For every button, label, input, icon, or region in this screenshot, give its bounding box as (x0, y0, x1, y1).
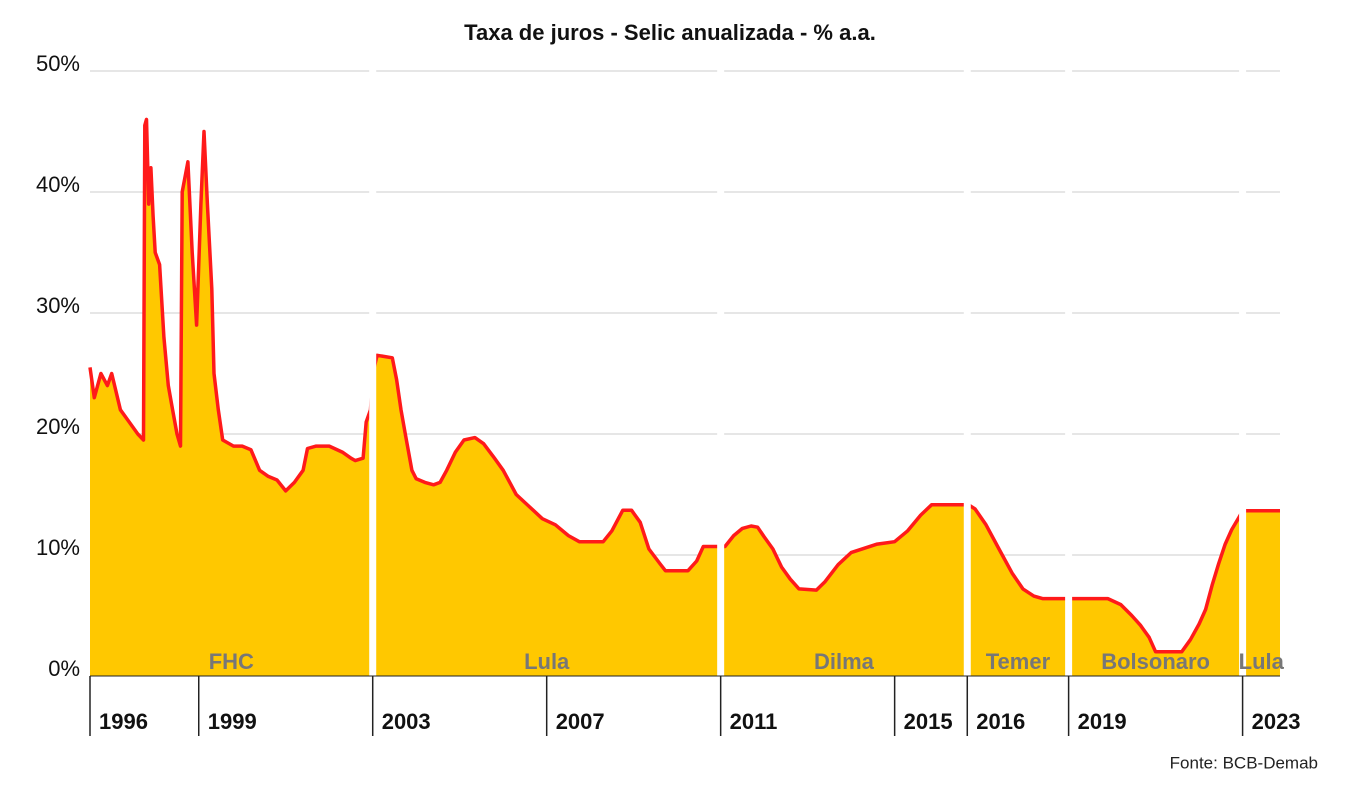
period-separator (963, 66, 971, 676)
period-label: Bolsonaro (1101, 649, 1210, 674)
chart-title: Taxa de juros - Selic anualizada - % a.a… (464, 20, 876, 45)
x-tick-label: 2015 (904, 709, 953, 734)
period-separator (717, 66, 725, 676)
x-tick-label: 1996 (99, 709, 148, 734)
x-tick-label: 2019 (1078, 709, 1127, 734)
y-tick-label: 10% (36, 535, 80, 560)
x-tick-label: 2023 (1252, 709, 1301, 734)
period-separator (1065, 66, 1073, 676)
y-tick-label: 50% (36, 51, 80, 76)
period-label: Lula (1239, 649, 1285, 674)
y-tick-label: 30% (36, 293, 80, 318)
area (90, 119, 1280, 676)
y-tick-label: 0% (48, 656, 80, 681)
period-label: Dilma (814, 649, 875, 674)
x-tick-label: 2011 (730, 709, 778, 734)
period-separator (1239, 66, 1247, 676)
x-tick-label: 2016 (976, 709, 1025, 734)
x-tick-label: 2007 (556, 709, 605, 734)
line (88, 117, 1280, 654)
period-label: Lula (524, 649, 570, 674)
y-tick-label: 40% (36, 172, 80, 197)
x-tick-label: 2003 (382, 709, 431, 734)
period-separator (369, 66, 377, 676)
source: Fonte: BCB-Demab (1170, 753, 1318, 772)
x-tick-label: 1999 (208, 709, 257, 734)
period-label: FHC (209, 649, 254, 674)
y-tick-label: 20% (36, 414, 80, 439)
period-label: Temer (986, 649, 1051, 674)
